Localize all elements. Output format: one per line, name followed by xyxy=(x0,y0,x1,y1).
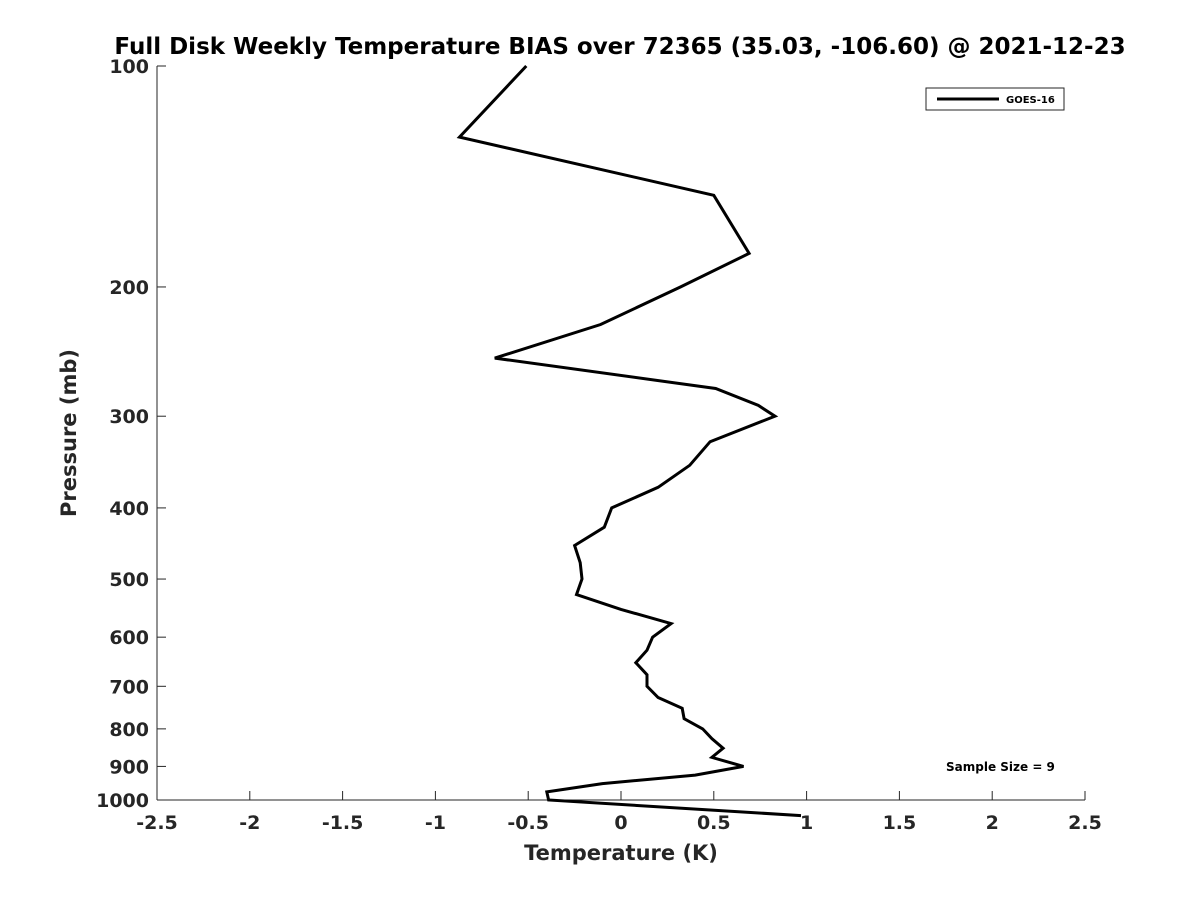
x-tick-label: 0 xyxy=(614,812,627,834)
y-tick-label: 1000 xyxy=(96,790,149,812)
x-tick-label: 1.5 xyxy=(883,812,917,834)
x-tick-label: 0.5 xyxy=(697,812,731,834)
y-tick-label: 300 xyxy=(109,406,149,428)
x-tick-label: 1 xyxy=(800,812,813,834)
x-tick-label: -1 xyxy=(425,812,446,834)
x-tick-label: 2.5 xyxy=(1068,812,1102,834)
y-tick-label: 600 xyxy=(109,627,149,649)
y-tick-label: 500 xyxy=(109,569,149,591)
y-tick-label: 400 xyxy=(109,498,149,520)
legend-label-goes-16: GOES-16 xyxy=(1006,95,1055,106)
x-tick-label: -2 xyxy=(239,812,260,834)
x-tick-label: -2.5 xyxy=(136,812,178,834)
x-tick-label: -0.5 xyxy=(507,812,549,834)
series-layer xyxy=(456,64,802,818)
series-line-goes-16 xyxy=(456,64,802,818)
x-tick-label: 2 xyxy=(986,812,999,834)
x-axis-label: Temperature (K) xyxy=(524,841,718,865)
y-axis-label: Pressure (mb) xyxy=(57,349,81,517)
y-tick-label: 800 xyxy=(109,719,149,741)
y-tick-label: 100 xyxy=(109,56,149,78)
x-axis-ticks: -2.5 -2 -1.5 -1 -0.5 0 0.5 1 1.5 2 2.5 xyxy=(136,791,1102,834)
y-tick-label: 700 xyxy=(109,676,149,698)
y-tick-label: 200 xyxy=(109,277,149,299)
y-tick-label: 900 xyxy=(109,756,149,778)
y-axis-ticks: 100 200 300 400 500 600 700 800 900 1000 xyxy=(96,56,166,812)
x-tick-label: -1.5 xyxy=(322,812,364,834)
legend: GOES-16 xyxy=(925,87,1065,111)
chart-title: Full Disk Weekly Temperature BIAS over 7… xyxy=(114,34,1125,60)
sample-size-annotation: Sample Size = 9 xyxy=(946,760,1055,774)
